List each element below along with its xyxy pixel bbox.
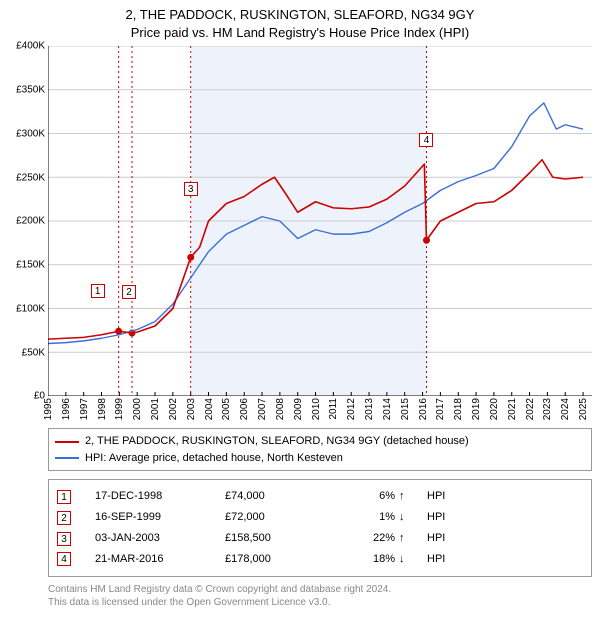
title-line-1: 2, THE PADDOCK, RUSKINGTON, SLEAFORD, NG… [8, 6, 592, 24]
x-axis-label: 1997 [79, 398, 90, 420]
x-axis-label: 1995 [43, 398, 54, 420]
x-axis-label: 2013 [364, 398, 375, 420]
y-axis-label: £100K [16, 303, 45, 314]
legend-label: 2, THE PADDOCK, RUSKINGTON, SLEAFORD, NG… [85, 433, 469, 450]
figure: 2, THE PADDOCK, RUSKINGTON, SLEAFORD, NG… [0, 0, 600, 618]
x-axis-label: 2011 [328, 398, 339, 420]
x-axis-label: 2023 [542, 398, 553, 420]
x-axis-label: 2021 [507, 398, 518, 420]
x-axis-label: 1998 [97, 398, 108, 420]
x-axis-label: 2000 [132, 398, 143, 420]
sale-hpi-label: HPI [427, 528, 445, 549]
sale-index: 3 [57, 532, 71, 546]
sale-marker-1: 1 [91, 284, 105, 298]
sale-price: £74,000 [225, 486, 335, 507]
x-axis-label: 2009 [293, 398, 304, 420]
sale-pct: 22% [335, 528, 399, 549]
x-axis-label: 2014 [382, 398, 393, 420]
x-axis-label: 2006 [239, 398, 250, 420]
y-axis-label: £300K [16, 128, 45, 139]
sale-index: 1 [57, 490, 71, 504]
sale-date: 17-DEC-1998 [95, 486, 225, 507]
title-line-2: Price paid vs. HM Land Registry's House … [8, 24, 592, 42]
legend-swatch [55, 457, 79, 459]
sale-pct: 1% [335, 507, 399, 528]
sale-marker-3: 3 [184, 182, 198, 196]
sale-date: 16-SEP-1999 [95, 507, 225, 528]
x-axis-label: 2010 [311, 398, 322, 420]
sale-hpi-label: HPI [427, 507, 445, 528]
x-axis-label: 2015 [400, 398, 411, 420]
x-axis-label: 2007 [257, 398, 268, 420]
footer-line: This data is licensed under the Open Gov… [48, 596, 592, 610]
x-axis-label: 2012 [346, 398, 357, 420]
sale-direction: ↓ [399, 549, 427, 570]
x-axis-label: 2017 [435, 398, 446, 420]
chart-area: £0£50K£100K£150K£200K£250K£300K£350K£400… [48, 46, 592, 396]
legend-swatch [55, 441, 79, 443]
footer-line: Contains HM Land Registry data © Crown c… [48, 583, 592, 597]
sales-row: 4 21-MAR-2016£178,00018%↓HPI [57, 549, 583, 570]
x-axis-label: 2022 [525, 398, 536, 420]
chart-svg [48, 46, 592, 396]
x-axis-label: 2004 [204, 398, 215, 420]
sale-index: 2 [57, 511, 71, 525]
x-axis-label: 2016 [418, 398, 429, 420]
x-axis-label: 2002 [168, 398, 179, 420]
sale-date: 21-MAR-2016 [95, 549, 225, 570]
legend-item: 2, THE PADDOCK, RUSKINGTON, SLEAFORD, NG… [55, 433, 585, 450]
y-axis-label: £50K [22, 347, 45, 358]
sale-pct: 6% [335, 486, 399, 507]
x-axis-label: 2020 [489, 398, 500, 420]
sale-marker-4: 4 [419, 133, 433, 147]
sales-table: 117-DEC-1998£74,0006%↑HPI216-SEP-1999£72… [48, 479, 592, 577]
legend-item: HPI: Average price, detached house, Nort… [55, 450, 585, 467]
sales-row: 2 16-SEP-1999£72,0001%↓HPI [57, 507, 583, 528]
sale-direction: ↑ [399, 486, 427, 507]
y-axis-label: £250K [16, 172, 45, 183]
x-axis-label: 2005 [221, 398, 232, 420]
x-axis-label: 2025 [578, 398, 589, 420]
sale-direction: ↓ [399, 507, 427, 528]
footer: Contains HM Land Registry data © Crown c… [48, 583, 592, 610]
y-axis-label: £200K [16, 216, 45, 227]
x-axis-label: 1999 [114, 398, 125, 420]
x-axis-label: 2003 [186, 398, 197, 420]
x-axis-label: 2024 [560, 398, 571, 420]
sales-row: 3 03-JAN-2003£158,50022%↑HPI [57, 528, 583, 549]
y-axis-label: £400K [16, 41, 45, 52]
sale-price: £158,500 [225, 528, 335, 549]
x-axis-label: 1996 [61, 398, 72, 420]
sale-pct: 18% [335, 549, 399, 570]
x-axis-label: 2019 [471, 398, 482, 420]
sale-direction: ↑ [399, 528, 427, 549]
y-axis-label: £350K [16, 85, 45, 96]
sale-hpi-label: HPI [427, 486, 445, 507]
sale-price: £72,000 [225, 507, 335, 528]
sale-hpi-label: HPI [427, 549, 445, 570]
sale-price: £178,000 [225, 549, 335, 570]
x-axis-label: 2018 [453, 398, 464, 420]
x-axis-label: 2008 [275, 398, 286, 420]
x-axis-label: 2001 [150, 398, 161, 420]
sale-marker-2: 2 [122, 285, 136, 299]
legend-label: HPI: Average price, detached house, Nort… [85, 450, 343, 467]
sale-date: 03-JAN-2003 [95, 528, 225, 549]
sale-index: 4 [57, 552, 71, 566]
y-axis-label: £150K [16, 260, 45, 271]
sales-row: 1 17-DEC-1998£74,0006%↑HPI [57, 486, 583, 507]
legend: 2, THE PADDOCK, RUSKINGTON, SLEAFORD, NG… [48, 428, 592, 471]
